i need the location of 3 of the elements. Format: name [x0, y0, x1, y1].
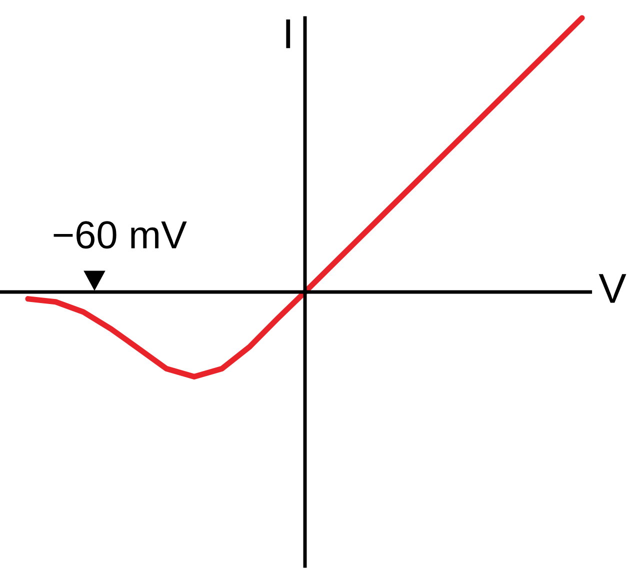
y-axis-title: I: [286, 19, 290, 48]
annotation: −60 mV: [54, 221, 187, 249]
x-axis-title: V: [598, 274, 626, 303]
